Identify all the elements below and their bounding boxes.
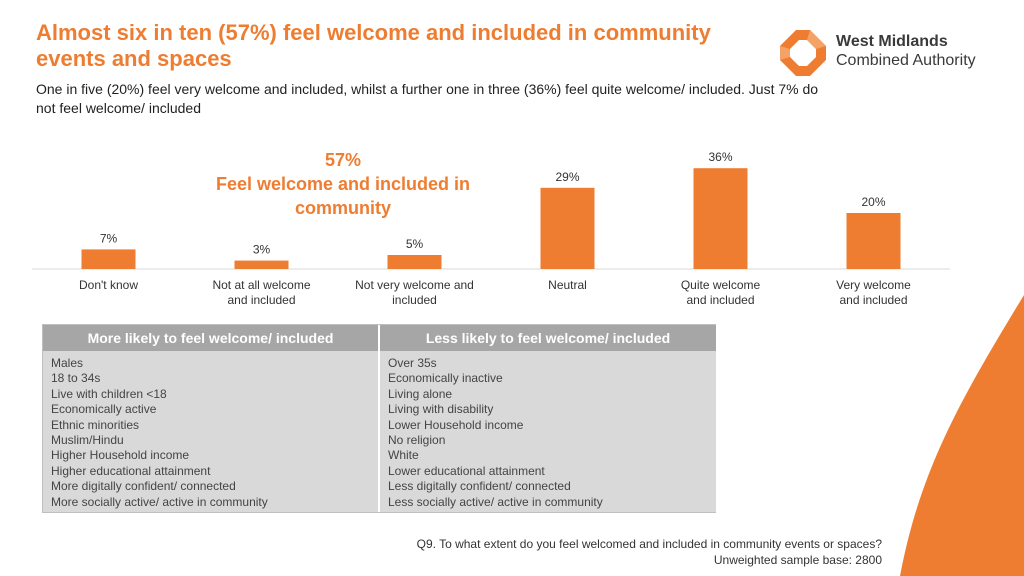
category-label: Neutral — [548, 278, 587, 292]
wmca-logo-text: West Midlands Combined Authority — [836, 32, 976, 70]
logo-line-1: West Midlands — [836, 33, 948, 50]
more-likely-header: More likely to feel welcome/ included — [43, 325, 378, 351]
category-label: Very welcome and included — [836, 278, 911, 307]
data-label: 5% — [406, 237, 424, 251]
footnote-question: Q9. To what extent do you feel welcomed … — [416, 537, 882, 551]
more-likely-item: Economically active — [51, 402, 157, 417]
page-subtitle: One in five (20%) feel very welcome and … — [36, 81, 819, 116]
bar — [693, 168, 748, 269]
chart-callout: 57% Feel welcome and included in communi… — [198, 148, 488, 220]
less-likely-item: Economically inactive — [388, 371, 503, 386]
wmca-logo: West Midlands Combined Authority — [778, 28, 1008, 78]
more-likely-item: Males — [51, 356, 84, 370]
more-likely-item: 18 to 34s — [51, 371, 101, 386]
more-likely-item: Higher Household income — [51, 448, 190, 463]
data-label: 20% — [861, 195, 885, 209]
data-label: 7% — [100, 231, 118, 245]
more-likely-item: Ethnic minorities — [51, 417, 140, 432]
logo-line-2: Combined Authority — [836, 52, 976, 69]
more-likely-column: More likely to feel welcome/ included Ma… — [43, 325, 379, 512]
page-title: Almost six in ten (57%) feel welcome and… — [36, 20, 711, 71]
data-label: 3% — [253, 243, 271, 257]
more-likely-item: Live with children <18 — [51, 386, 167, 401]
bar — [234, 260, 289, 269]
footnote-sample-base: Unweighted sample base: 2800 — [713, 553, 882, 567]
less-likely-item: Over 35s — [388, 356, 437, 370]
category-label: Not very welcome and included — [355, 278, 474, 307]
data-label: 36% — [708, 150, 732, 164]
less-likely-list: Over 35s Economically inactive Living alon… — [380, 351, 716, 512]
less-likely-item: Lower Household income — [388, 417, 524, 432]
more-likely-list: Males 18 to 34s Live with children <18 Econ… — [43, 351, 378, 512]
less-likely-item: No religion — [388, 433, 446, 448]
category-label: Not at all welcome and included — [212, 278, 310, 307]
more-likely-item: Muslim/Hindu — [51, 433, 124, 448]
footnote: Q9. To what extent do you feel welcomed … — [417, 536, 882, 568]
less-likely-item: White — [388, 448, 419, 463]
less-likely-column: Less likely to feel welcome/ included Ov… — [380, 325, 716, 512]
bar — [81, 249, 136, 269]
callout-value: 57% — [324, 150, 362, 170]
callout-label: Feel welcome and included in community — [215, 174, 471, 218]
less-likely-item: Less digitally confident/ connected — [388, 479, 571, 494]
bar — [387, 255, 442, 269]
wmca-logo-mark-icon — [780, 30, 826, 76]
less-likely-item: Living alone — [388, 386, 453, 401]
bar — [540, 187, 595, 269]
more-likely-item: More socially active/ active in communit… — [51, 494, 268, 509]
less-likely-item: Lower educational attainment — [388, 463, 545, 478]
category-label: Don't know — [79, 278, 138, 292]
less-likely-item: Living with disability — [388, 402, 494, 417]
data-label: 29% — [555, 170, 579, 184]
less-likely-item: Less socially active/ active in communit… — [388, 494, 603, 509]
more-likely-item: More digitally confident/ connected — [51, 479, 236, 494]
less-likely-header: Less likely to feel welcome/ included — [380, 325, 716, 351]
likelihood-table: More likely to feel welcome/ included Ma… — [42, 324, 716, 513]
category-label: Quite welcome and included — [681, 278, 761, 307]
bar-chart: 7% Don't know 3% Not at all welcome and incl… — [32, 150, 950, 307]
more-likely-item: Higher educational attainment — [51, 463, 211, 478]
bar — [846, 213, 901, 269]
